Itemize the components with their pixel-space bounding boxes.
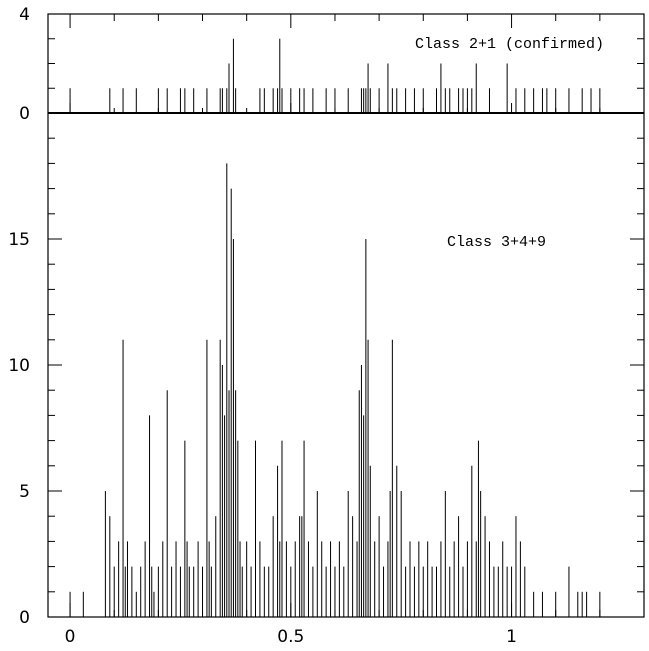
y-tick-label: 4 (19, 5, 30, 25)
bottom-panel-bars (69, 163, 601, 617)
y-tick-label: 0 (19, 608, 30, 628)
bottom-panel-annotation: Class 3+4+9 (447, 234, 546, 251)
plot-frame (47, 13, 645, 618)
y-tick-label: 0 (19, 104, 30, 124)
top-panel-annotation: Class 2+1 (confirmed) (415, 36, 604, 53)
y-tick-label: 15 (8, 230, 30, 250)
axis-ticks (48, 13, 644, 618)
x-tick-label: 1 (506, 627, 517, 647)
x-tick-label: 0.5 (277, 627, 304, 647)
x-tick-label: 0 (65, 627, 76, 647)
y-tick-label: 10 (8, 356, 30, 376)
y-tick-label: 5 (19, 482, 30, 502)
